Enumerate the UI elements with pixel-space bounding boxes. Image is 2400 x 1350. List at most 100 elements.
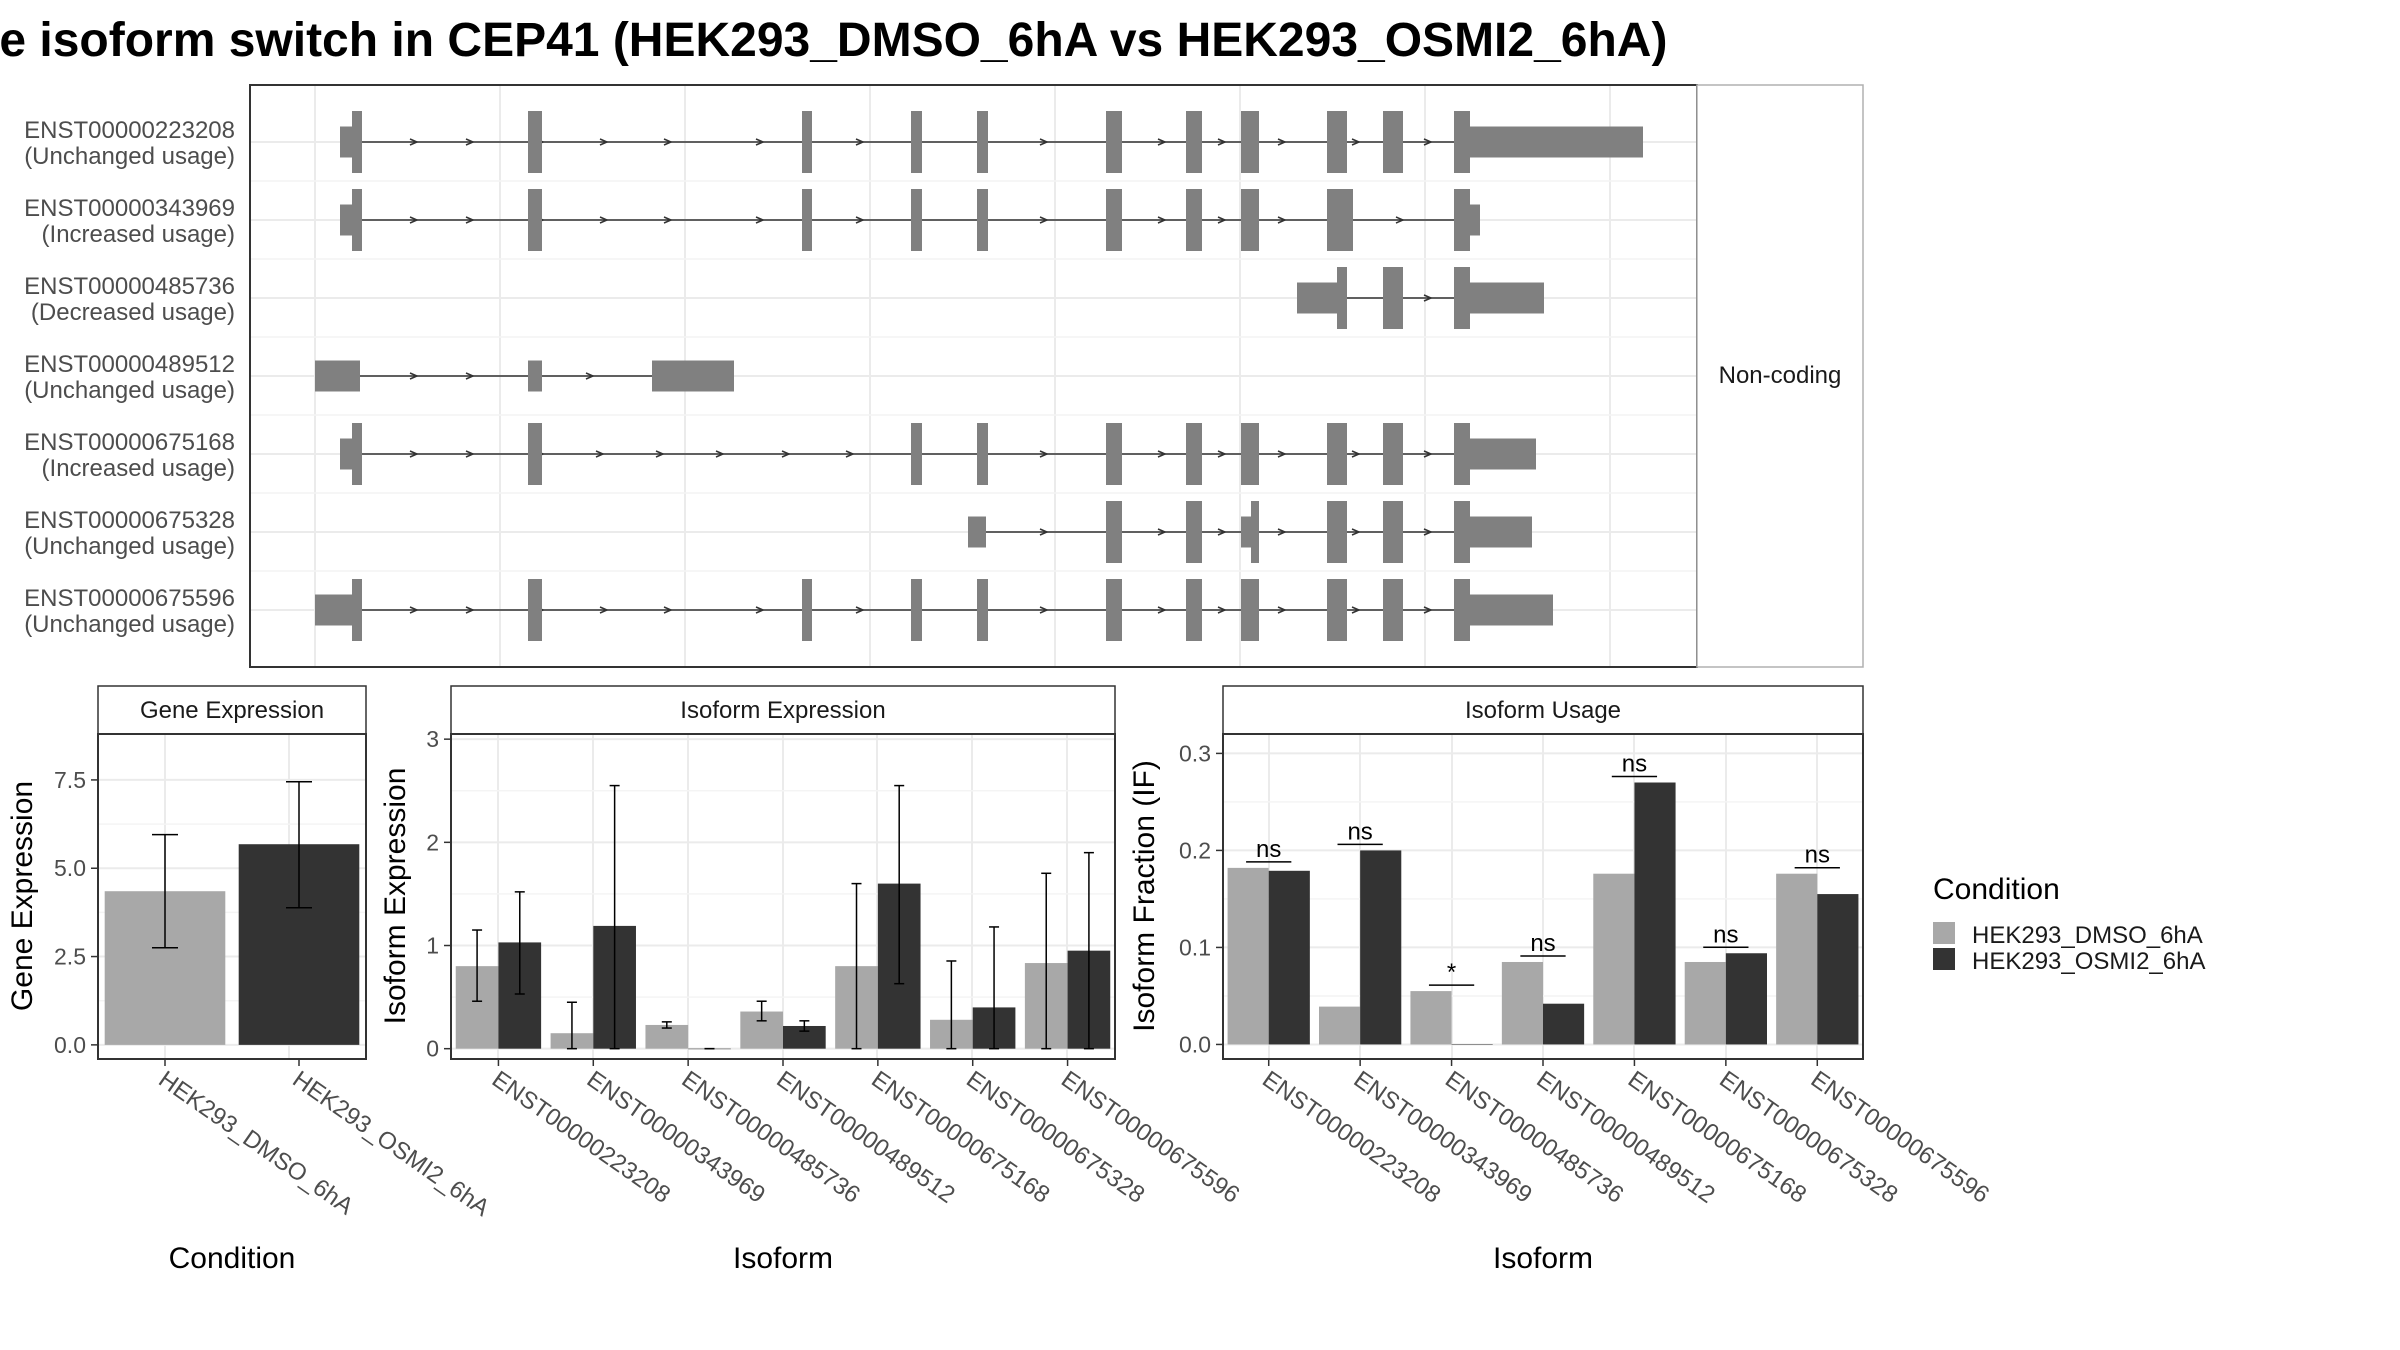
intron-arrow	[409, 216, 419, 224]
intron-arrow	[1217, 528, 1227, 536]
x-tick-label: ENST00000675328	[961, 1066, 1149, 1209]
exon-coding	[1383, 423, 1403, 485]
bar	[1501, 961, 1543, 1045]
bar	[1684, 961, 1726, 1045]
bar	[1725, 953, 1767, 1045]
exon-coding	[1186, 189, 1202, 251]
exon-coding	[1106, 501, 1122, 563]
exon-utr	[652, 360, 734, 392]
transcript-id: ENST00000675168	[24, 429, 235, 456]
intron-arrow	[1423, 606, 1433, 614]
exon-coding	[1106, 111, 1122, 173]
exon-coding	[1383, 111, 1403, 173]
intron-arrow	[845, 450, 855, 458]
intron-arrow	[663, 606, 673, 614]
exon-coding	[802, 111, 812, 173]
bar	[1634, 782, 1676, 1045]
exon-coding	[1186, 579, 1202, 641]
intron-arrow	[465, 606, 475, 614]
exon-coding	[911, 189, 922, 251]
significance-label: ns	[1805, 842, 1830, 869]
exon-coding	[977, 189, 988, 251]
transcript-label: ENST00000489512 (Unchanged usage)	[24, 351, 235, 404]
intron-arrow	[1423, 528, 1433, 536]
gene-ylabel: Gene Expression	[6, 781, 39, 1011]
gene-expression-panel: Gene Expression 0.02.55.07.5HEK293_DMSO_…	[6, 685, 494, 1275]
exon-coding	[1383, 501, 1403, 563]
legend-key-dmso	[1933, 922, 1955, 944]
transcript-usage: (Unchanged usage)	[24, 533, 235, 560]
exon-coding	[802, 579, 812, 641]
significance-label: ns	[1347, 818, 1372, 845]
exon-coding	[1327, 501, 1347, 563]
y-tick-label: 0.1	[1179, 934, 1211, 960]
exon-coding	[911, 423, 922, 485]
x-tick-label: ENST00000343969	[582, 1066, 770, 1209]
exon-coding	[1454, 579, 1470, 641]
exon-utr	[315, 360, 360, 392]
x-tick-label: ENST00000223208	[487, 1066, 675, 1209]
intron-arrow	[1217, 450, 1227, 458]
intron-arrow	[465, 372, 475, 380]
exon-coding	[1383, 579, 1403, 641]
exon-utr	[1241, 516, 1253, 548]
transcript-id: ENST00000223208	[24, 117, 235, 144]
exon-coding	[1106, 189, 1122, 251]
intron-arrow	[1039, 450, 1049, 458]
x-tick-label: ENST00000675168	[866, 1066, 1054, 1209]
intron-arrow	[1351, 450, 1361, 458]
intron-arrow	[1217, 606, 1227, 614]
intron-arrow	[599, 138, 609, 146]
expr-panel-title: Isoform Expression	[680, 697, 885, 724]
intron-arrow	[1277, 528, 1287, 536]
intron-arrow	[755, 606, 765, 614]
usage-panel-title: Isoform Usage	[1465, 697, 1621, 724]
bar	[1360, 850, 1402, 1045]
exon-coding	[1454, 267, 1470, 329]
exon-utr	[1470, 282, 1544, 314]
intron-arrow	[1395, 216, 1405, 224]
usage-panel-strip	[1222, 685, 1864, 735]
intron-arrow	[1351, 606, 1361, 614]
exon-coding	[911, 579, 922, 641]
intron-arrow	[1039, 606, 1049, 614]
usage-xlabel: Isoform	[1493, 1242, 1593, 1275]
legend: Condition HEK293_DMSO_6hA HEK293_OSMI2_6…	[1933, 873, 2205, 975]
transcript-id: ENST00000675596	[24, 585, 235, 612]
transcript-usage: (Decreased usage)	[31, 299, 235, 326]
transcript-label: ENST00000675328 (Unchanged usage)	[24, 507, 235, 560]
isoform-expression-panel: Isoform Expression 0123ENST00000223208EN…	[379, 685, 1244, 1275]
intron-arrow	[465, 216, 475, 224]
y-tick-label: 0.0	[1179, 1031, 1211, 1057]
transcript-usage: (Unchanged usage)	[24, 611, 235, 638]
x-tick-label: ENST00000485736	[677, 1066, 865, 1209]
usage-ylabel: Isoform Fraction (IF)	[1128, 760, 1161, 1032]
intron-arrow	[465, 138, 475, 146]
transcript-label: ENST00000343969 (Increased usage)	[24, 195, 235, 248]
bar	[1319, 1006, 1361, 1045]
intron-arrow	[755, 138, 765, 146]
exon-coding	[1106, 423, 1122, 485]
y-tick-label: 0.0	[54, 1032, 86, 1058]
exon-coding	[1454, 111, 1470, 173]
x-tick-label: ENST00000675596	[1056, 1066, 1244, 1209]
exon-coding	[1241, 111, 1259, 173]
exon-coding	[977, 423, 988, 485]
intron-arrow	[1157, 450, 1167, 458]
exon-coding	[352, 423, 362, 485]
exon-coding	[528, 579, 542, 641]
intron-arrow	[1277, 606, 1287, 614]
intron-arrow	[1039, 138, 1049, 146]
significance-label: *	[1447, 959, 1456, 986]
intron-arrow	[409, 138, 419, 146]
y-tick-label: 3	[426, 726, 439, 752]
exon-coding	[1186, 501, 1202, 563]
gene-xlabel: Condition	[169, 1242, 296, 1275]
exon-utr	[968, 516, 986, 548]
y-tick-label: 0	[426, 1036, 439, 1062]
figure-title: he isoform switch in CEP41 (HEK293_DMSO_…	[0, 14, 1667, 67]
gene-panel-title: Gene Expression	[140, 697, 324, 724]
legend-title: Condition	[1933, 873, 2060, 906]
transcript-id: ENST00000489512	[24, 351, 235, 378]
exon-utr	[528, 360, 542, 392]
